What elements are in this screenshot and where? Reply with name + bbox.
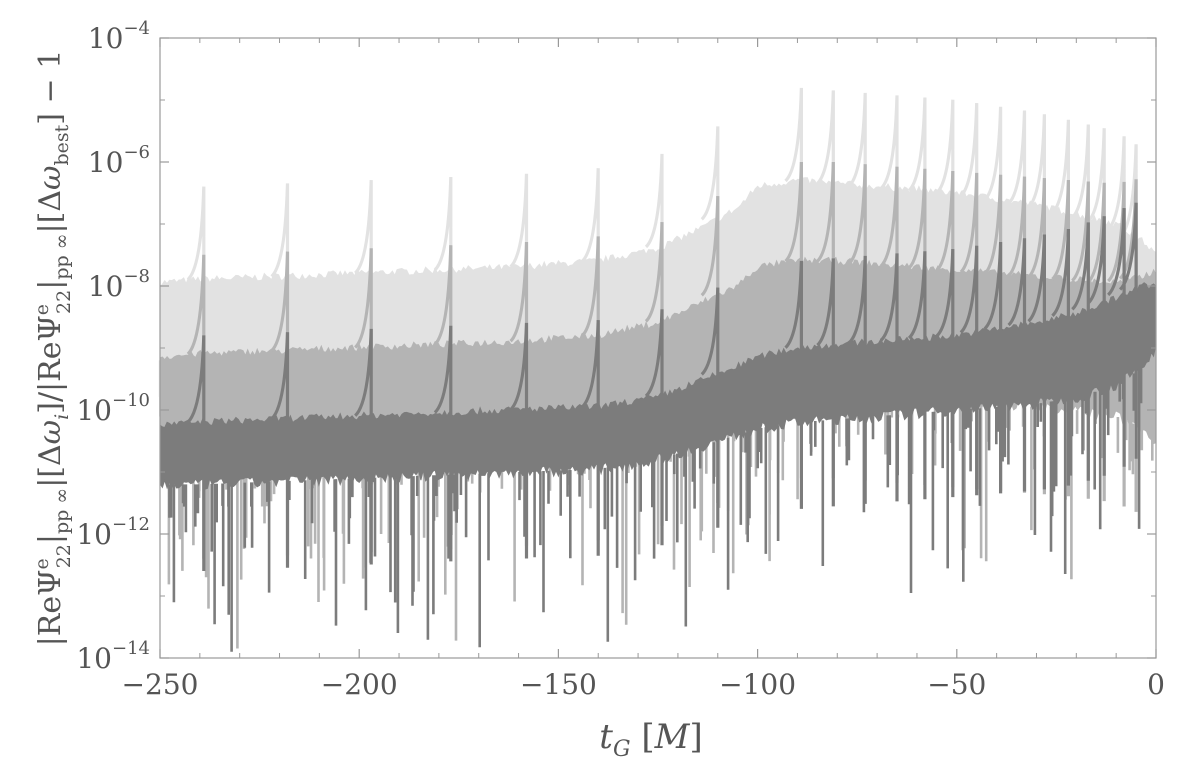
x-tick-label: −250: [122, 668, 199, 701]
series-3: [159, 202, 1157, 652]
tick-layer: −250 −200 −150 −100 −50 0 10−14 10−12 10−10 10−8 1…: [76, 18, 1165, 701]
x-tick-label: −50: [927, 668, 986, 701]
y-axis-label: |ReΨe22|pp ∞|[Δωi]/|ReΨe22|pp ∞|[Δωbest]…: [31, 50, 75, 647]
svg-text:|ReΨe22|pp ∞|[Δωi]/|ReΨe22|pp: |ReΨe22|pp ∞|[Δωi]/|ReΨe22|pp ∞|[Δωbest]…: [31, 50, 75, 647]
y-tick-label: 10−14: [76, 638, 150, 675]
x-axis-label: tG [M]: [599, 717, 702, 762]
y-tick-label: 10−8: [88, 266, 150, 303]
x-tick-label: −100: [719, 668, 796, 701]
x-tick-label: −150: [520, 668, 597, 701]
series-3-dips: [168, 368, 1143, 652]
series-layer: [158, 87, 1157, 652]
y-tick-label: 10−6: [88, 142, 150, 179]
y-tick-label: 10−10: [76, 390, 150, 427]
y-tick-label: 10−4: [88, 18, 150, 55]
x-tick-label: 0: [1147, 668, 1165, 701]
series-3-spikes: [186, 202, 1138, 571]
x-tick-label: −200: [321, 668, 398, 701]
y-tick-label: 10−12: [76, 514, 150, 551]
